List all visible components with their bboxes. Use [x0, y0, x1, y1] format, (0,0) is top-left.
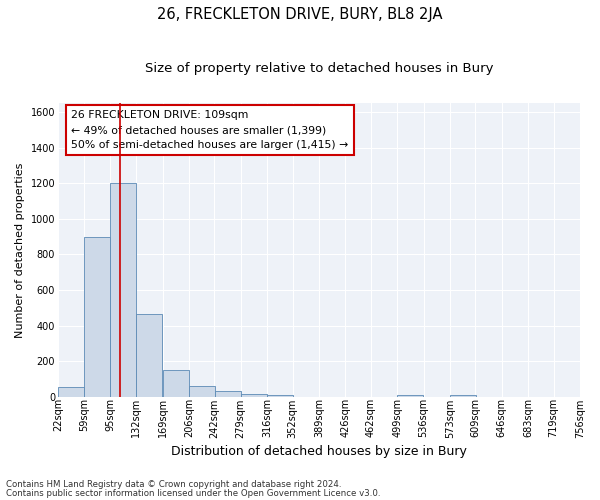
Bar	[215, 391, 241, 397]
Bar	[397, 394, 424, 397]
Y-axis label: Number of detached properties: Number of detached properties	[15, 162, 25, 338]
Bar	[450, 394, 476, 397]
Text: Contains public sector information licensed under the Open Government Licence v3: Contains public sector information licen…	[6, 488, 380, 498]
Bar	[163, 370, 188, 397]
Bar	[241, 394, 267, 397]
Bar	[189, 386, 215, 397]
Bar	[136, 314, 163, 397]
Bar	[110, 183, 136, 397]
Text: Contains HM Land Registry data © Crown copyright and database right 2024.: Contains HM Land Registry data © Crown c…	[6, 480, 341, 489]
Text: 26, FRECKLETON DRIVE, BURY, BL8 2JA: 26, FRECKLETON DRIVE, BURY, BL8 2JA	[157, 8, 443, 22]
Text: 26 FRECKLETON DRIVE: 109sqm
← 49% of detached houses are smaller (1,399)
50% of : 26 FRECKLETON DRIVE: 109sqm ← 49% of det…	[71, 110, 348, 150]
X-axis label: Distribution of detached houses by size in Bury: Distribution of detached houses by size …	[171, 444, 467, 458]
Bar	[85, 236, 110, 397]
Bar	[58, 387, 84, 397]
Bar	[267, 394, 293, 397]
Title: Size of property relative to detached houses in Bury: Size of property relative to detached ho…	[145, 62, 493, 76]
